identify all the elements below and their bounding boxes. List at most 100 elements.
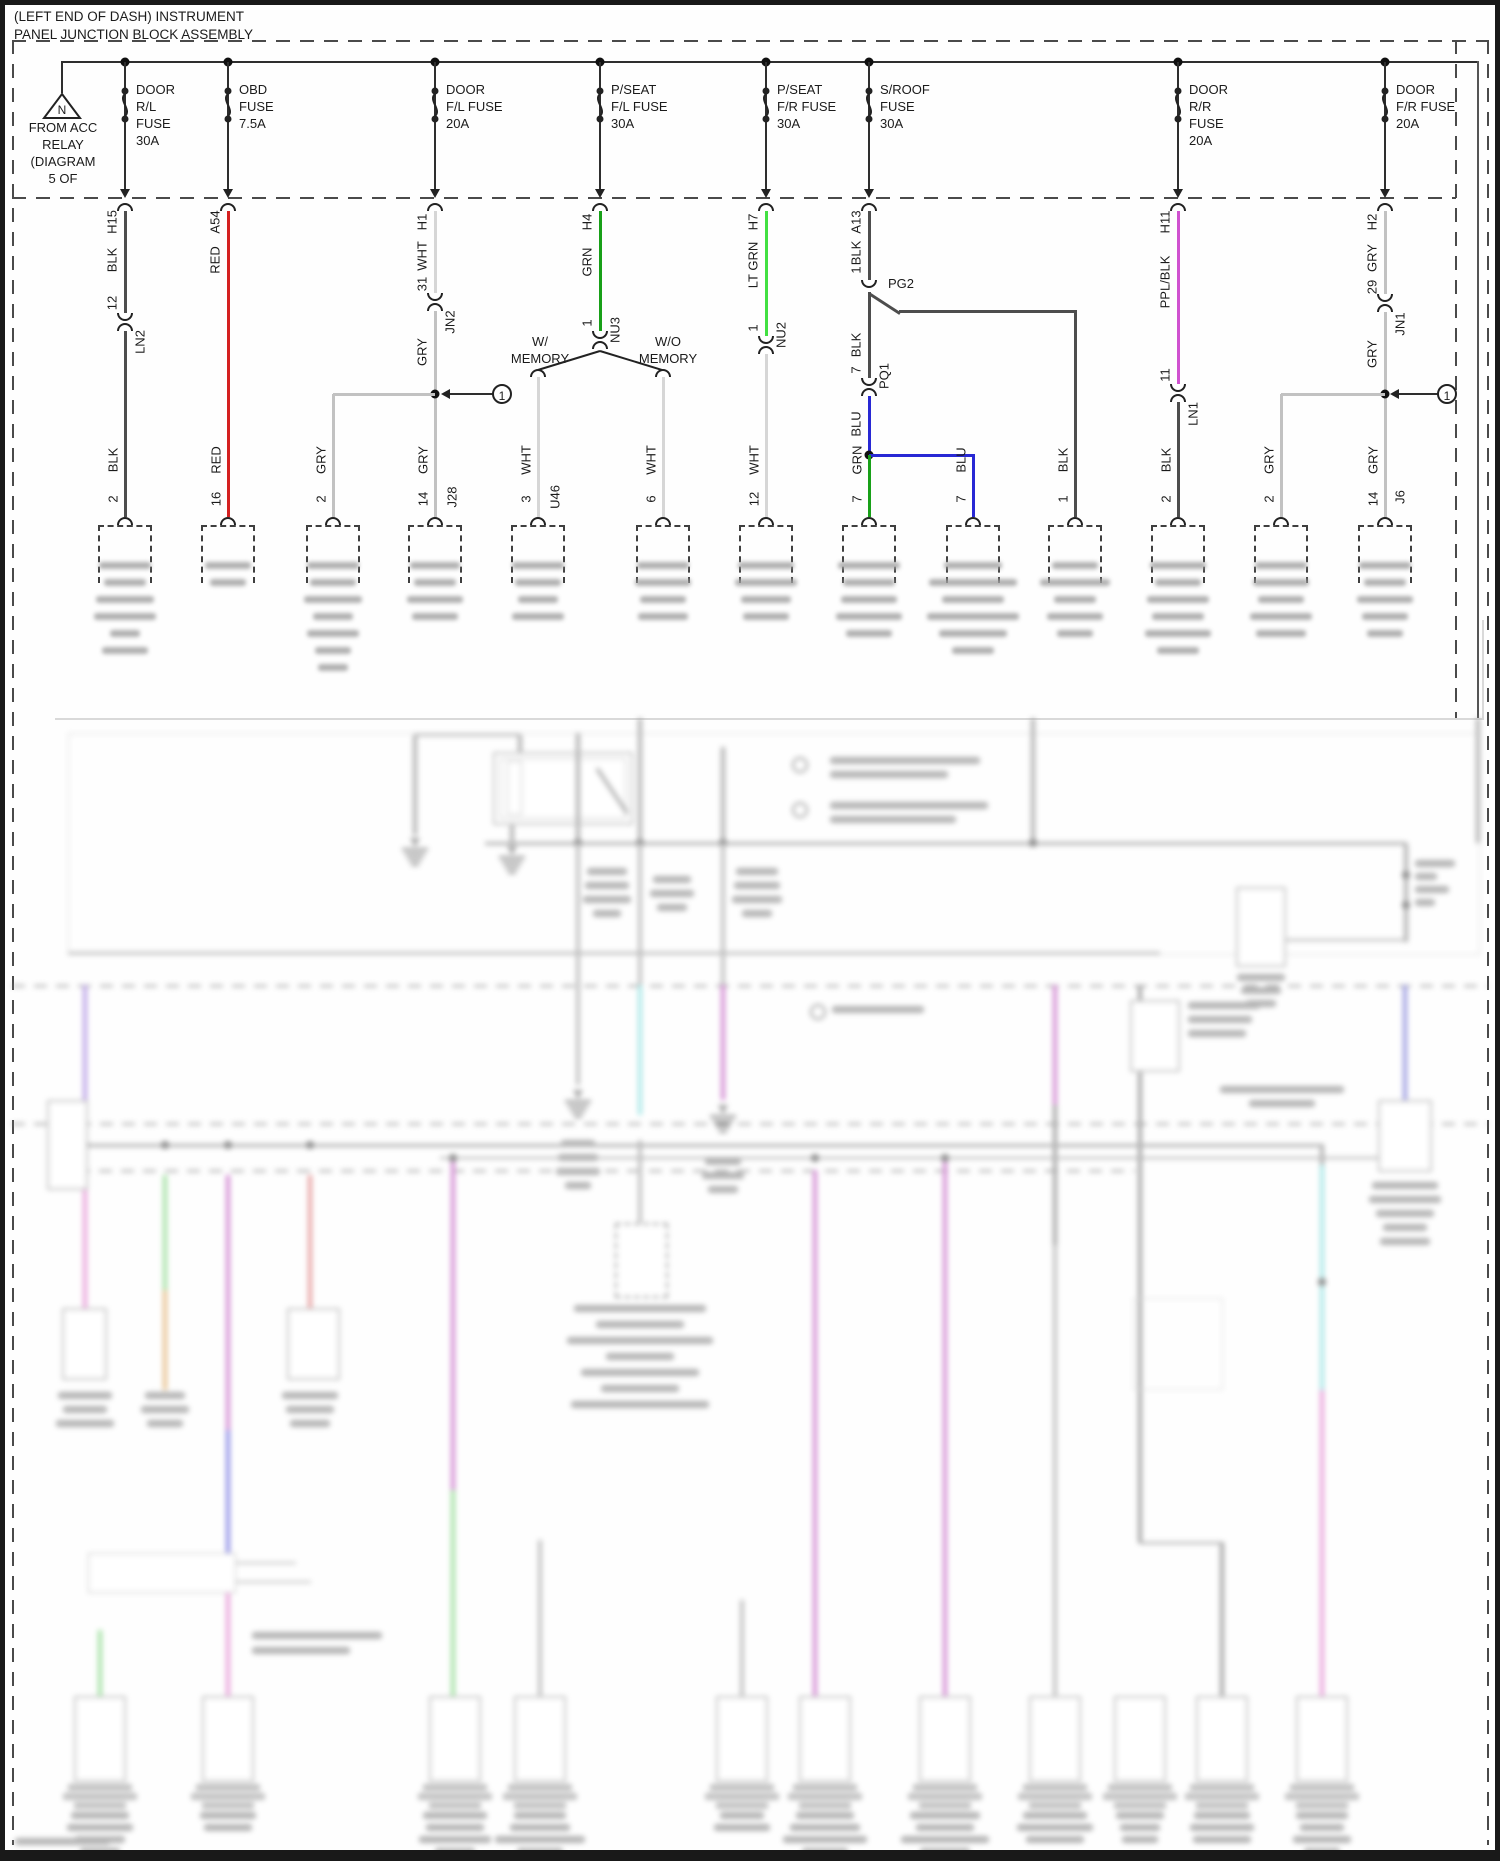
blurred-wire	[721, 843, 725, 985]
blurred-switch-line	[595, 767, 629, 815]
blurred-junction-dot	[1402, 901, 1410, 909]
fuse-symbol-icon	[224, 87, 232, 123]
blurred-wire	[1403, 985, 1407, 1100]
blurred-connector-cap	[908, 1793, 982, 1800]
blurred-line	[485, 842, 1406, 845]
pin-number: 31	[414, 276, 430, 292]
blurred-connector-cap	[196, 1784, 260, 1791]
blurred-connector-cap	[710, 1784, 774, 1791]
blurred-wire	[538, 1540, 542, 1696]
blurred-wire	[1404, 843, 1408, 942]
wire-color-label: WHT	[414, 241, 430, 271]
blurred-wire	[1476, 718, 1480, 843]
section-divider	[55, 718, 1483, 720]
option-without-memory: W/O MEMORY	[638, 334, 698, 366]
blurred-text-blob	[252, 1632, 422, 1662]
blurred-component-box	[429, 1696, 481, 1782]
bus-line	[62, 61, 1479, 63]
blurred-connector-cap	[1296, 1802, 1348, 1809]
blurred-wire	[518, 735, 522, 752]
blurred-wire	[510, 825, 514, 843]
blurred-dashed-line	[55, 1170, 1135, 1172]
blurred-component-box	[500, 758, 626, 819]
fuse-symbol-icon	[1381, 87, 1389, 123]
wire-color-label: LT GRN	[745, 241, 761, 289]
source-label: FROM ACC RELAY (DIAGRAM 5 OF	[28, 120, 98, 186]
connector-name: JN2	[442, 310, 458, 334]
splice-dot	[1380, 389, 1390, 399]
blurred-junction-dot	[306, 1141, 314, 1149]
wire-color-label: GRY	[1364, 340, 1380, 368]
blurred-wire	[163, 1175, 167, 1290]
blurred-component-box	[493, 752, 633, 825]
ref-circle: 1	[492, 384, 512, 404]
pin-number: 1	[745, 324, 761, 332]
blurred-wire	[226, 1570, 230, 1696]
blurred-text-blob	[498, 1140, 658, 1196]
blurred-junction-dot	[449, 1154, 457, 1162]
blurred-line	[68, 952, 1160, 954]
blurred-wire	[226, 1175, 230, 1430]
blurred-line	[236, 1581, 311, 1583]
connector-name: LN2	[132, 330, 148, 354]
ground-symbol-icon	[708, 1105, 738, 1135]
blurred-component-box	[287, 1308, 340, 1380]
blurred-text-blob	[643, 1158, 803, 1200]
fuse-symbol-icon	[865, 87, 873, 123]
blurred-wire	[451, 1158, 455, 1490]
blurred-wire	[721, 747, 725, 843]
blurred-connector-cap	[1114, 1802, 1166, 1809]
connector-id: H7	[745, 213, 761, 231]
blurred-junction-dot	[636, 839, 644, 847]
wire-color-label: GRY	[414, 338, 430, 366]
blurred-wire	[1320, 1145, 1324, 1165]
blurred-component-box	[47, 1100, 88, 1190]
connector-name: NU3	[607, 316, 623, 344]
blurred-wire	[413, 735, 417, 835]
blurred-component-box	[1029, 1696, 1081, 1782]
connector-name: NU2	[773, 321, 789, 349]
blurred-line	[236, 1562, 296, 1564]
fuse-label: P/SEAT F/R FUSE 30A	[777, 82, 837, 131]
blurred-component-box	[919, 1696, 971, 1782]
blurred-text-blob	[1060, 1812, 1220, 1848]
blurred-text-blob	[85, 1392, 245, 1434]
blurred-wire	[721, 985, 725, 1100]
blurred-text-blob	[560, 1305, 720, 1417]
blurred-text-blob	[5, 1392, 165, 1434]
blurred-wire	[1053, 1105, 1057, 1245]
blurred-dashed-line	[12, 1123, 1488, 1125]
bus-right-drop	[1477, 61, 1479, 718]
blurred-line	[1283, 939, 1406, 941]
blurred-connector-cap	[423, 1784, 487, 1791]
ground-symbol-icon	[563, 1090, 593, 1120]
blurred-connector-cap	[705, 1793, 779, 1800]
blurred-connector-cap	[1196, 1802, 1248, 1809]
connector-name: PQ1	[876, 362, 892, 390]
blurred-junction-dot	[574, 839, 582, 847]
blurred-wire	[638, 843, 642, 985]
blurred-wire	[638, 718, 642, 843]
border-left	[12, 40, 14, 1845]
blurred-text-blob	[1188, 1002, 1358, 1044]
blurred-connector-cap	[716, 1802, 768, 1809]
wire-color-label: BLU	[848, 411, 864, 437]
blurred-junction-dot	[941, 1154, 949, 1162]
blurred-wire	[1138, 985, 1142, 1543]
blurred-text-blob	[830, 757, 1000, 785]
blurred-wire	[576, 733, 580, 843]
wire-color-label: GRY	[1364, 244, 1380, 272]
blurred-connector-cap	[1029, 1802, 1081, 1809]
blurred-junction-dot	[719, 839, 727, 847]
blurred-connector-cap	[202, 1802, 254, 1809]
blurred-callout-circle	[792, 802, 808, 818]
blurred-junction-dot	[811, 1154, 819, 1162]
blurred-wire	[83, 1175, 87, 1308]
junction-block-right	[1455, 40, 1457, 718]
blurred-component-box	[1378, 1100, 1432, 1172]
blurred-connector-cap	[913, 1784, 977, 1791]
fuse-label: OBD FUSE 7.5A	[239, 82, 274, 131]
option-with-memory: W/ MEMORY	[510, 334, 570, 366]
blurred-connector-cap	[1108, 1784, 1172, 1791]
ground-symbol-icon	[497, 846, 527, 876]
